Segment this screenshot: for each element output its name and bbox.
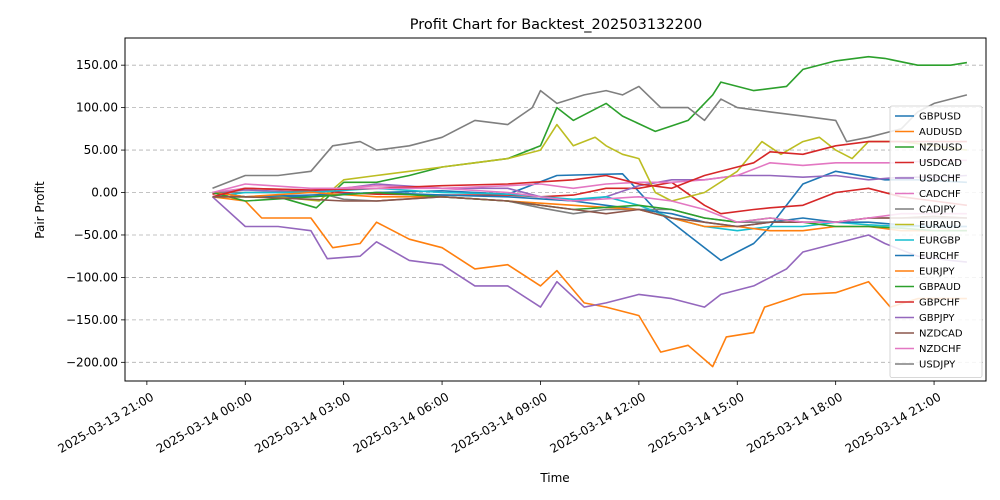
series-line-usdjpy: [212, 85, 968, 190]
y-tick-label: 100.00: [76, 101, 118, 115]
y-tick-label: −150.00: [66, 313, 118, 327]
legend-label: EURGBP: [919, 236, 960, 247]
y-tick-label: −50.00: [74, 228, 118, 242]
legend-label: CADJPY: [919, 205, 956, 216]
series-line-nzdusd: [212, 55, 968, 209]
y-tick-label: 0.00: [91, 186, 118, 200]
series-line-audusd: [212, 196, 967, 368]
x-axis-title: Time: [539, 471, 569, 485]
legend-label: NZDUSD: [919, 143, 963, 154]
legend-label: USDCHF: [919, 174, 961, 185]
plot-area-frame: [124, 37, 987, 382]
series-line-eurjpy: [212, 191, 967, 232]
legend-label: GBPAUD: [919, 282, 961, 293]
legend-label: AUDUSD: [919, 127, 963, 138]
y-tick-label: −200.00: [66, 355, 118, 369]
y-tick-label: 150.00: [76, 58, 118, 72]
y-axis: 150.00 100.00 50.00 0.00 −50.00 −100.00 −150.0…: [66, 58, 125, 369]
chart-title: Profit Chart for Backtest_202503132200: [410, 17, 702, 33]
legend-label: USDJPY: [919, 360, 956, 371]
legend-label: GBPJPY: [919, 313, 955, 324]
y-axis-title: Pair Profit: [33, 181, 47, 239]
legend-label: NZDCHF: [919, 344, 962, 355]
series-line-gbpjpy: [211, 196, 967, 308]
series-line-gbpaud: [212, 191, 967, 232]
legend-label: GBPUSD: [919, 112, 961, 123]
y-tick-label: 50.00: [84, 143, 118, 157]
legend-label: USDCAD: [919, 158, 962, 169]
legend-label: GBPCHF: [919, 298, 960, 309]
series-line-cadchf: [212, 159, 967, 194]
legend-label: EURJPY: [919, 267, 955, 278]
series-layer: [211, 55, 968, 368]
legend: GBPUSD AUDUSD NZDUSD USDCAD USDCHF CADCHF CADJ…: [889, 105, 983, 378]
legend-label: CADCHF: [919, 189, 961, 200]
legend-label: NZDCAD: [919, 329, 963, 340]
legend-box: [889, 105, 983, 378]
y-tick-label: −100.00: [66, 270, 118, 284]
series-line-euraud: [212, 123, 968, 202]
legend-label: EURAUD: [919, 220, 961, 231]
series-line-nzdchf: [212, 183, 967, 223]
legend-label: EURCHF: [919, 251, 960, 262]
